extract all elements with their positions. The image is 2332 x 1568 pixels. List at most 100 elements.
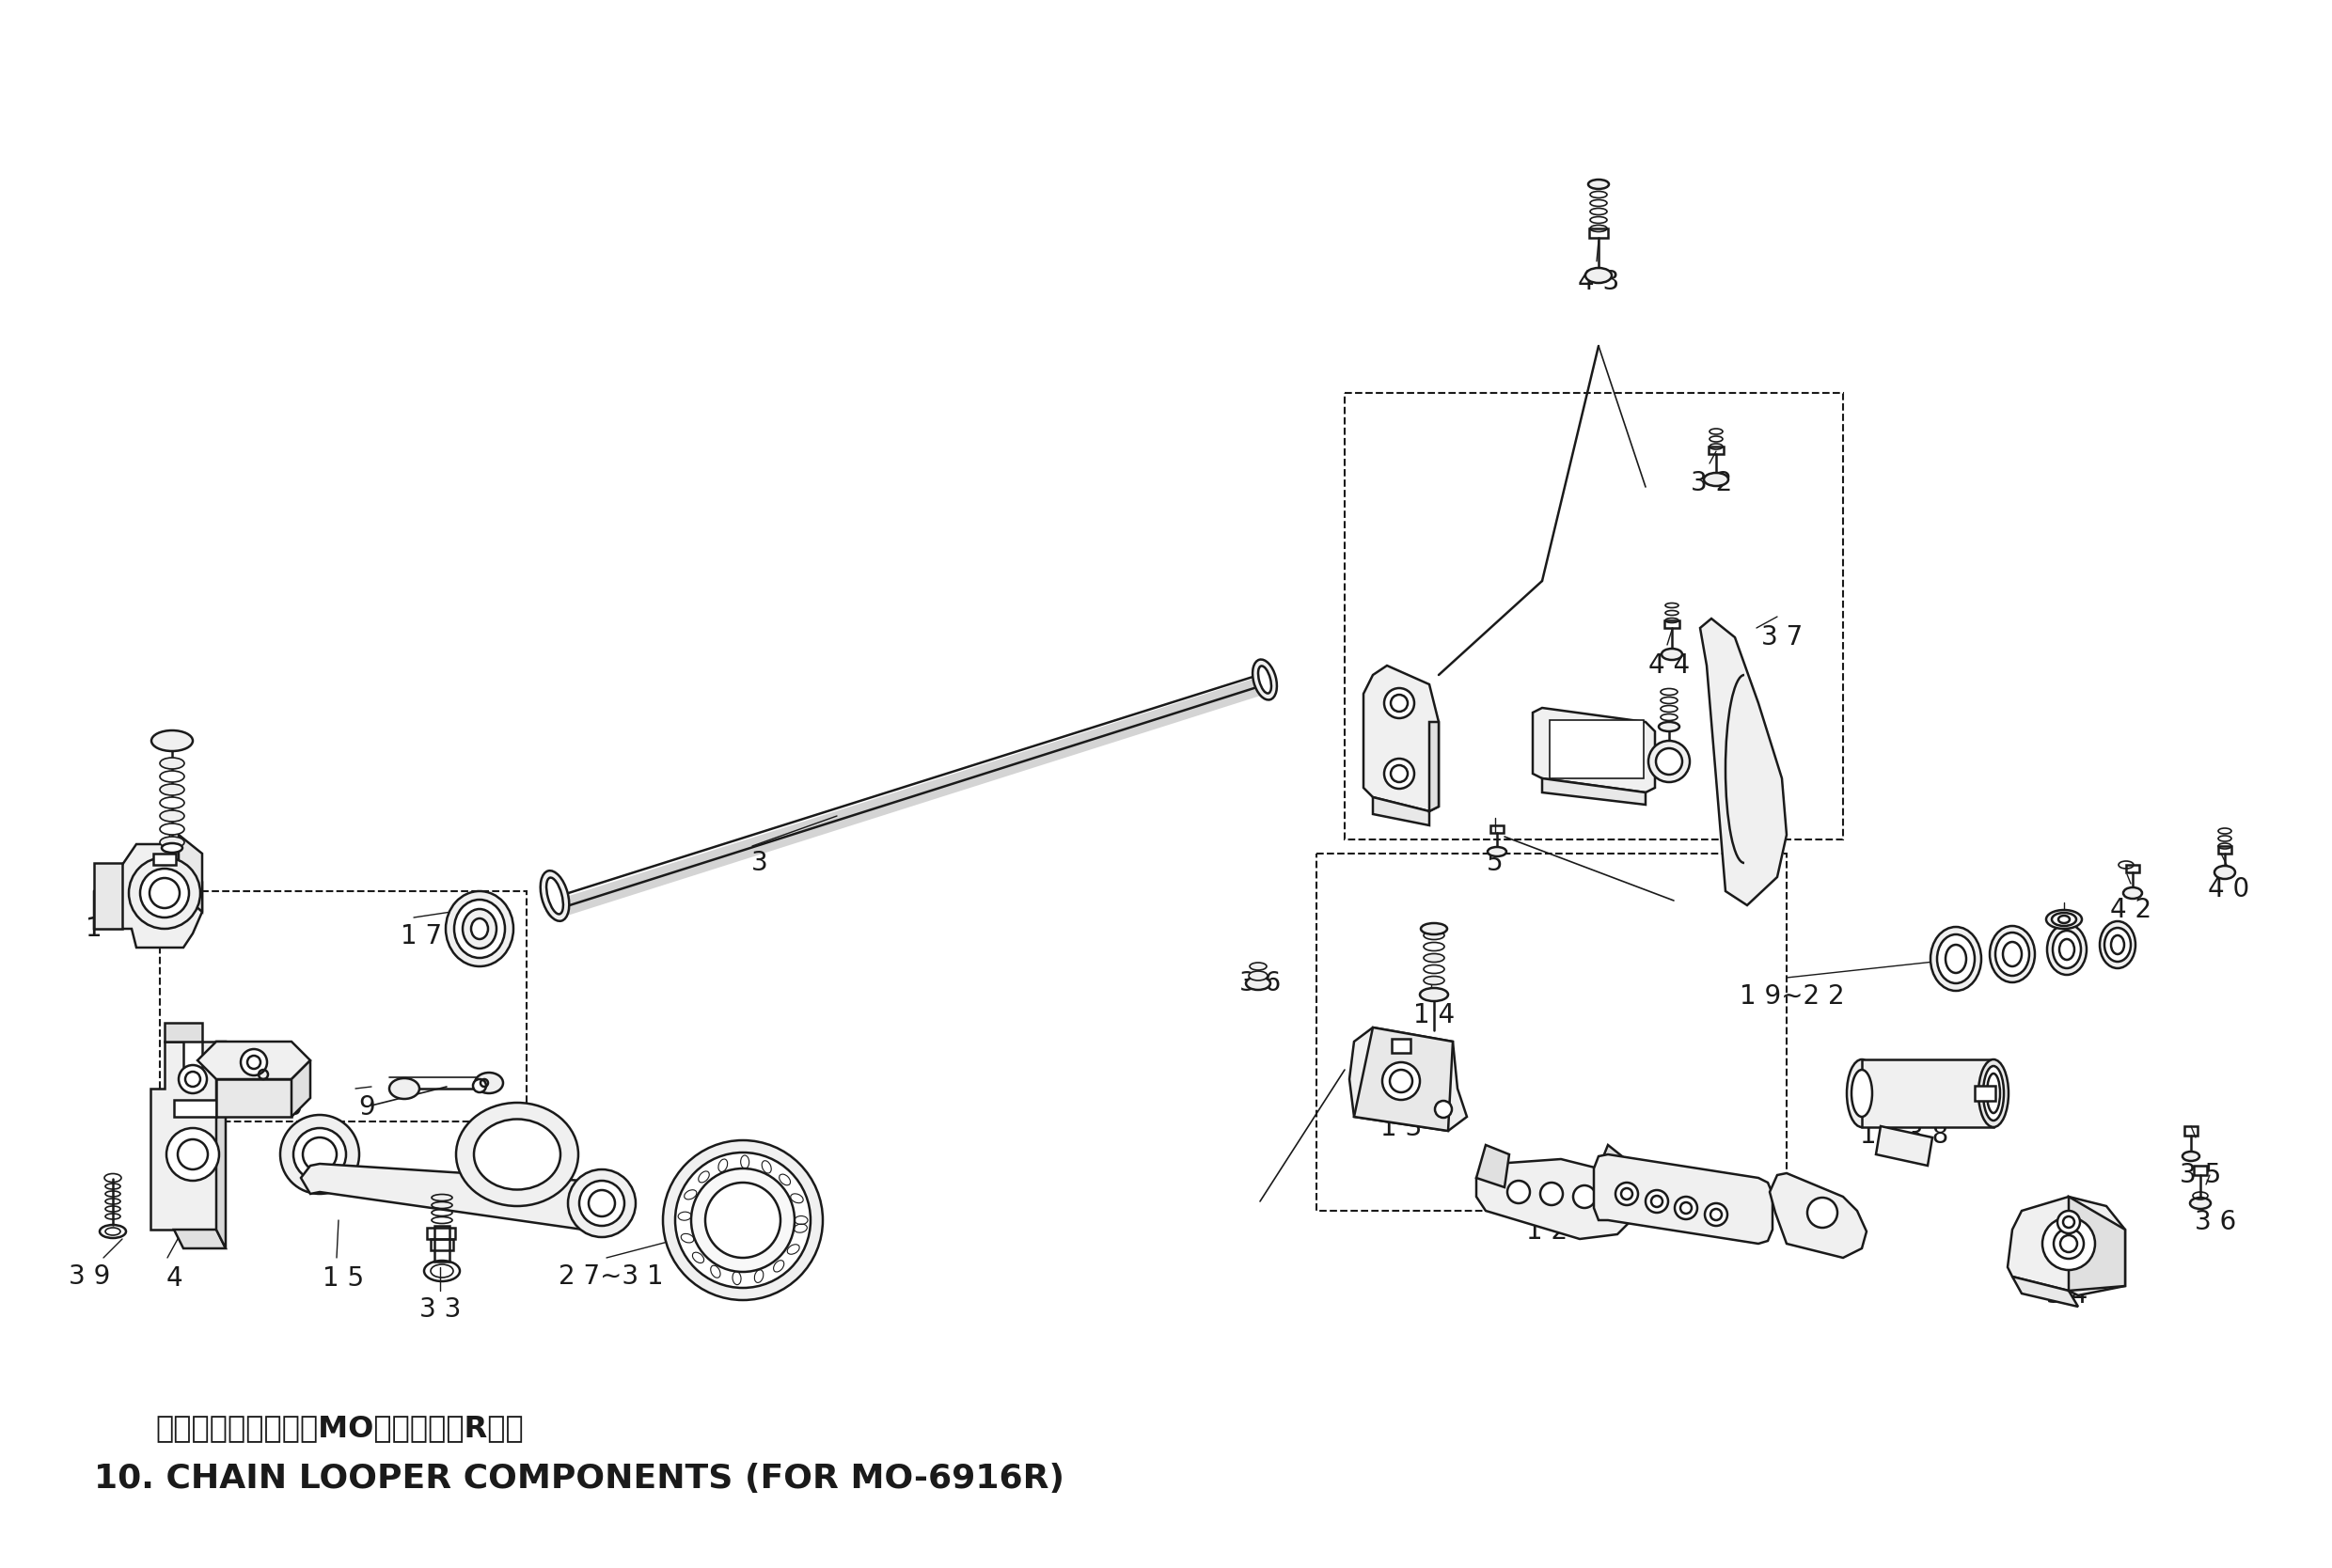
Ellipse shape	[1938, 935, 1975, 983]
Ellipse shape	[1852, 1069, 1873, 1116]
Circle shape	[166, 1127, 219, 1181]
Circle shape	[1574, 1185, 1595, 1207]
Ellipse shape	[1423, 964, 1444, 974]
Ellipse shape	[161, 811, 184, 822]
Circle shape	[1385, 688, 1413, 718]
Text: 4 0: 4 0	[2208, 877, 2250, 903]
Ellipse shape	[1982, 1066, 2003, 1121]
Circle shape	[1539, 1182, 1562, 1206]
Text: 3 3: 3 3	[420, 1297, 462, 1323]
Ellipse shape	[2047, 924, 2087, 975]
Circle shape	[578, 1181, 625, 1226]
Ellipse shape	[1423, 977, 1444, 985]
Circle shape	[1807, 1198, 1838, 1228]
Ellipse shape	[1423, 931, 1444, 939]
Circle shape	[1383, 1062, 1420, 1099]
Text: 1 6: 1 6	[1861, 1123, 1901, 1149]
Circle shape	[2057, 1210, 2080, 1234]
Bar	[2127, 866, 2138, 872]
Circle shape	[177, 1140, 208, 1170]
Bar	[1709, 447, 1723, 455]
Polygon shape	[1770, 1173, 1866, 1258]
Polygon shape	[1364, 665, 1439, 811]
Ellipse shape	[1996, 933, 2029, 975]
Circle shape	[2043, 1217, 2094, 1270]
Ellipse shape	[471, 919, 487, 939]
Circle shape	[1390, 1069, 1413, 1093]
Bar	[1665, 621, 1679, 627]
Text: 3 9: 3 9	[68, 1264, 110, 1290]
Ellipse shape	[152, 731, 194, 751]
Ellipse shape	[1658, 721, 1679, 731]
Polygon shape	[301, 1163, 602, 1229]
Ellipse shape	[1252, 660, 1278, 699]
Circle shape	[1385, 759, 1413, 789]
Circle shape	[180, 1065, 208, 1093]
Bar	[1318, 853, 1786, 1210]
Ellipse shape	[462, 909, 497, 949]
Bar	[1346, 394, 1842, 839]
Ellipse shape	[1660, 649, 1681, 660]
Ellipse shape	[389, 1079, 420, 1099]
Ellipse shape	[161, 837, 184, 848]
Ellipse shape	[161, 784, 184, 795]
Polygon shape	[1700, 618, 1786, 905]
Text: 4: 4	[166, 1265, 182, 1292]
Ellipse shape	[2215, 866, 2234, 880]
Ellipse shape	[2122, 887, 2143, 898]
Text: 1 5: 1 5	[322, 1265, 364, 1292]
Polygon shape	[2068, 1196, 2124, 1290]
Text: 1 0: 1 0	[261, 1094, 303, 1121]
Polygon shape	[292, 1060, 310, 1116]
Text: 3 5: 3 5	[2180, 1162, 2220, 1189]
Text: 2 7∼3 1: 2 7∼3 1	[560, 1264, 665, 1290]
Polygon shape	[1861, 1060, 1994, 1127]
Ellipse shape	[1588, 180, 1609, 190]
Polygon shape	[1532, 707, 1656, 792]
Ellipse shape	[2045, 909, 2082, 928]
Ellipse shape	[2052, 913, 2075, 927]
Text: 1 8: 1 8	[1789, 1209, 1831, 1236]
Polygon shape	[1476, 1159, 1637, 1239]
Bar	[1490, 825, 1504, 833]
Bar	[1975, 1085, 1996, 1101]
Circle shape	[569, 1170, 637, 1237]
Circle shape	[1705, 1203, 1728, 1226]
Polygon shape	[1476, 1145, 1509, 1187]
Bar	[1588, 229, 1609, 238]
Bar	[161, 891, 527, 1121]
Text: 1 7: 1 7	[401, 924, 443, 950]
Polygon shape	[1597, 1145, 1632, 1187]
Bar	[154, 853, 175, 866]
Bar	[427, 1228, 455, 1239]
Text: 1 3: 1 3	[1381, 1115, 1423, 1142]
Text: 1 2: 1 2	[1525, 1218, 1567, 1245]
Ellipse shape	[161, 823, 184, 834]
Bar	[175, 1099, 217, 1116]
Polygon shape	[1355, 1027, 1453, 1131]
Circle shape	[247, 1055, 261, 1069]
Circle shape	[128, 858, 201, 928]
Ellipse shape	[1847, 1060, 1877, 1127]
Text: 3 4: 3 4	[2045, 1283, 2087, 1309]
Ellipse shape	[161, 797, 184, 809]
Polygon shape	[217, 1041, 226, 1248]
Text: 10. CHAIN LOOPER COMPONENTS (FOR MO-6916R): 10. CHAIN LOOPER COMPONENTS (FOR MO-6916…	[93, 1463, 1063, 1494]
Ellipse shape	[2103, 928, 2131, 961]
Text: 3 7: 3 7	[1761, 624, 1803, 651]
Text: 2: 2	[163, 850, 180, 877]
Polygon shape	[93, 862, 121, 928]
Ellipse shape	[1488, 847, 1506, 856]
Ellipse shape	[1989, 927, 2036, 982]
Text: 6: 6	[1399, 768, 1416, 795]
Ellipse shape	[1248, 971, 1269, 980]
Polygon shape	[1374, 797, 1430, 825]
Polygon shape	[217, 1079, 292, 1116]
Polygon shape	[2013, 1276, 2078, 1306]
Ellipse shape	[2099, 922, 2136, 969]
Circle shape	[704, 1182, 781, 1258]
Circle shape	[294, 1127, 345, 1181]
Ellipse shape	[1420, 988, 1448, 1000]
Ellipse shape	[2052, 931, 2080, 969]
Ellipse shape	[445, 891, 513, 966]
